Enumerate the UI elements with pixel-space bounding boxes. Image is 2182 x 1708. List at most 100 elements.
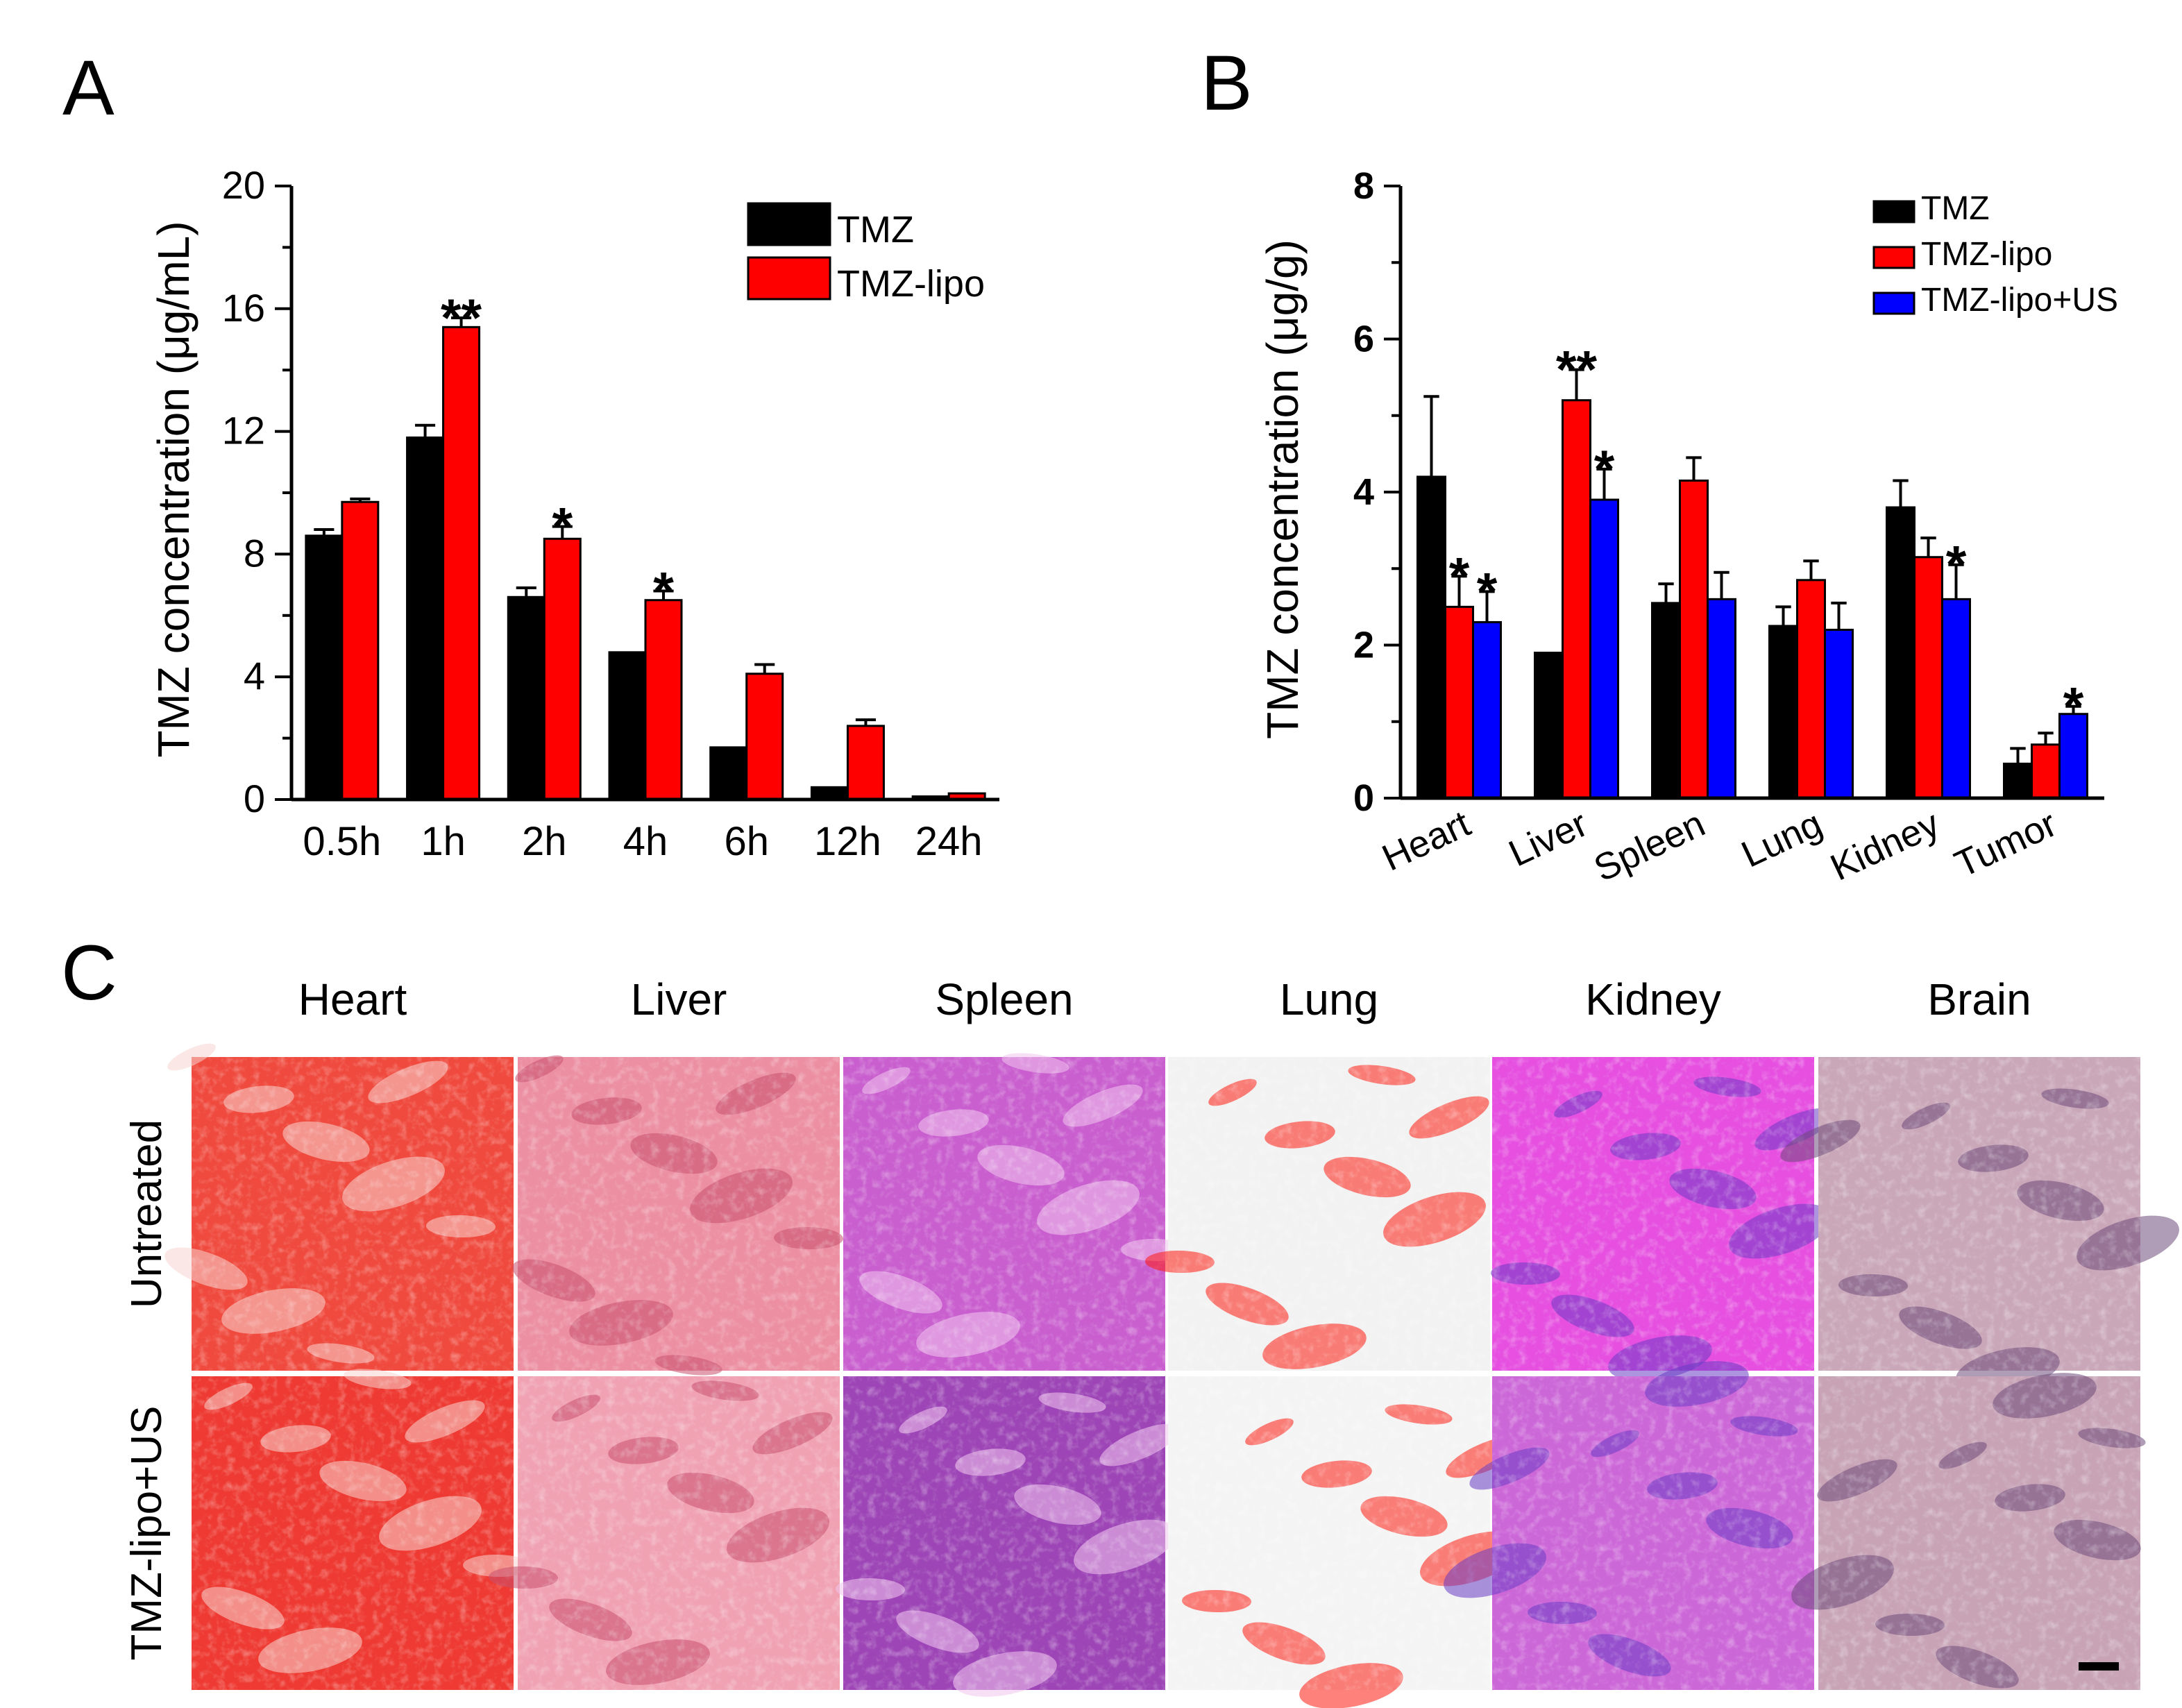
b-significance-heart-tmz-lipo: * xyxy=(1449,547,1470,606)
chart-a-bars xyxy=(305,316,986,801)
b-errorbar-tmz-spleen xyxy=(1658,582,1674,603)
a-significance-2h-tmz-lipo: * xyxy=(552,498,573,557)
b-errorbar-tmz-lipo-us-lung xyxy=(1831,601,1847,630)
a-y-tick-4: 4 xyxy=(244,654,265,697)
a-bar-tmz-1h xyxy=(406,436,445,801)
histology-column-heart: Heart xyxy=(298,974,407,1024)
b-bar-tmz-lipo-liver xyxy=(1562,399,1591,800)
b-legend-swatch-tmz-lipo-us xyxy=(1872,291,1915,315)
b-errorbar-tmz-lipo-us-kidney xyxy=(1948,563,1964,600)
b-errorbar-tmz-lipo-tumor xyxy=(2038,732,2054,745)
b-errorbar-tmz-lipo-kidney xyxy=(1920,536,1936,557)
scale-bar xyxy=(2079,1662,2119,1671)
histology-tile-untreated-liver xyxy=(512,1055,843,1376)
histology-tile-untreated-heart xyxy=(164,1043,514,1371)
a-errorbar-tmz-2h xyxy=(516,586,536,598)
chart-a-axes xyxy=(275,185,999,802)
a-bar-tmz-6h xyxy=(709,746,748,801)
b-bar-tmz-lipo-us-liver xyxy=(1589,498,1619,800)
b-legend-label-tmz-lipo: TMZ-lipo xyxy=(1921,236,2052,273)
histology-column-liver: Liver xyxy=(631,974,727,1024)
b-x-tick-lung: Lung xyxy=(1735,802,1828,875)
a-bar-tmz-lipo-1h xyxy=(442,325,481,801)
histology-tile-untreated-brain xyxy=(1780,1057,2179,1393)
b-legend-tmz-lipo: TMZ-lipo xyxy=(1872,236,2052,273)
a-legend-swatch-tmz xyxy=(747,202,831,246)
b-errorbar-tmz-lipo-heart xyxy=(1451,575,1467,607)
a-legend-label-tmz: TMZ xyxy=(837,209,914,251)
b-y-tick-0: 0 xyxy=(1353,777,1374,819)
histology-tile-tmz-lipo-us-heart xyxy=(192,1369,532,1690)
b-errorbar-tmz-kidney xyxy=(1893,479,1909,508)
histology-tile-tmz-lipo-us-lung xyxy=(1168,1376,1526,1708)
a-bar-tmz-2h xyxy=(507,595,546,801)
b-x-tick-kidney: Kidney xyxy=(1825,802,1946,888)
b-bar-tmz-lipo-tumor xyxy=(2031,743,2061,800)
chart-a-x-ticks: 0.5h 1h 2h 4h 6h 12h 24h xyxy=(303,819,982,864)
b-errorbar-tmz-lipo-liver xyxy=(1568,368,1584,400)
a-bar-tmz-lipo-4h xyxy=(644,599,683,801)
b-errorbar-tmz-lung xyxy=(1775,605,1791,626)
chart-b-y-ticks: 0 2 4 6 8 xyxy=(1353,165,1374,819)
b-bar-tmz-lipo-kidney xyxy=(1913,556,1943,800)
b-legend-tmz: TMZ xyxy=(1872,190,1990,227)
chart-a-significance: **** xyxy=(441,289,674,620)
b-significance-heart-tmz-lipo-us: * xyxy=(1477,562,1498,621)
histology-row-headers: Untreated TMZ-lipo+US xyxy=(123,1119,171,1661)
a-bar-tmz-12h xyxy=(810,786,849,801)
histology-tile-untreated-spleen xyxy=(843,1053,1190,1371)
a-errorbar-tmz-lipo-6h xyxy=(754,663,775,674)
a-x-tick-24h: 24h xyxy=(915,819,983,864)
b-x-tick-tumor: Tumor xyxy=(1949,802,2063,885)
b-significance-liver-tmz-lipo-us: * xyxy=(1594,440,1615,499)
a-errorbar-tmz-lipo-4h xyxy=(653,589,674,600)
b-legend-label-tmz-lipo-us: TMZ-lipo+US xyxy=(1921,282,2118,319)
a-bar-tmz-lipo-12h xyxy=(846,725,885,801)
a-x-tick-0-5h: 0.5h xyxy=(303,819,381,864)
panel-letter-b: B xyxy=(1201,40,1253,126)
b-errorbar-tmz-lipo-us-tumor xyxy=(2065,704,2081,714)
b-errorbar-tmz-lipo-spleen xyxy=(1686,456,1702,481)
b-bar-tmz-lipo-spleen xyxy=(1679,479,1709,800)
b-errorbar-tmz-lipo-us-spleen xyxy=(1714,570,1729,600)
b-bar-tmz-lipo-lung xyxy=(1796,579,1826,800)
histology-tile-untreated-lung xyxy=(1145,1057,1490,1371)
b-legend-swatch-tmz-lipo xyxy=(1872,246,1915,269)
a-legend-swatch-tmz-lipo xyxy=(747,256,831,301)
b-significance-kidney-tmz-lipo-us: * xyxy=(1946,536,1967,595)
panel-letter-c: C xyxy=(61,929,117,1016)
a-errorbar-tmz-0-5h xyxy=(314,528,335,536)
histology-tiles xyxy=(164,1043,2179,1708)
b-x-tick-heart: Heart xyxy=(1376,802,1477,879)
a-legend-tmz-lipo: TMZ-lipo xyxy=(747,256,985,305)
a-significance-4h-tmz-lipo: * xyxy=(653,561,674,620)
a-x-tick-1h: 1h xyxy=(421,819,466,864)
b-bar-tmz-lipo-heart xyxy=(1444,605,1474,800)
b-y-tick-8: 8 xyxy=(1353,165,1374,207)
a-errorbar-tmz-lipo-12h xyxy=(855,718,876,726)
b-legend-swatch-tmz xyxy=(1872,200,1915,223)
histology-column-lung: Lung xyxy=(1280,974,1378,1024)
chart-b-significance: * ****** xyxy=(1449,341,2084,736)
a-legend-tmz: TMZ xyxy=(747,202,914,251)
histology-tile-tmz-lipo-us-spleen xyxy=(836,1376,1180,1697)
panel-letter-a: A xyxy=(62,44,115,131)
a-bar-tmz-lipo-6h xyxy=(745,673,784,801)
histology-row-tmz-lipo-us: TMZ-lipo+US xyxy=(123,1406,171,1661)
a-y-tick-16: 16 xyxy=(222,286,265,330)
chart-b-y-axis-label: TMZ concentration (μg/g) xyxy=(1258,239,1308,739)
a-significance-1h-tmz-lipo: ** xyxy=(441,289,482,348)
histology-tile-untreated-kidney xyxy=(1491,1057,1835,1381)
b-errorbar-tmz-lipo-us-heart xyxy=(1479,590,1495,623)
b-legend-label-tmz: TMZ xyxy=(1921,190,1990,227)
a-x-tick-12h: 12h xyxy=(814,819,881,864)
b-bar-tmz-tumor xyxy=(2003,762,2033,800)
b-bar-tmz-lung xyxy=(1768,625,1798,800)
histology-panel: Heart Liver Spleen Lung Kidney Brain Untreate… xyxy=(123,974,2179,1708)
b-x-tick-spleen: Spleen xyxy=(1588,802,1711,889)
a-y-tick-12: 12 xyxy=(222,409,265,453)
